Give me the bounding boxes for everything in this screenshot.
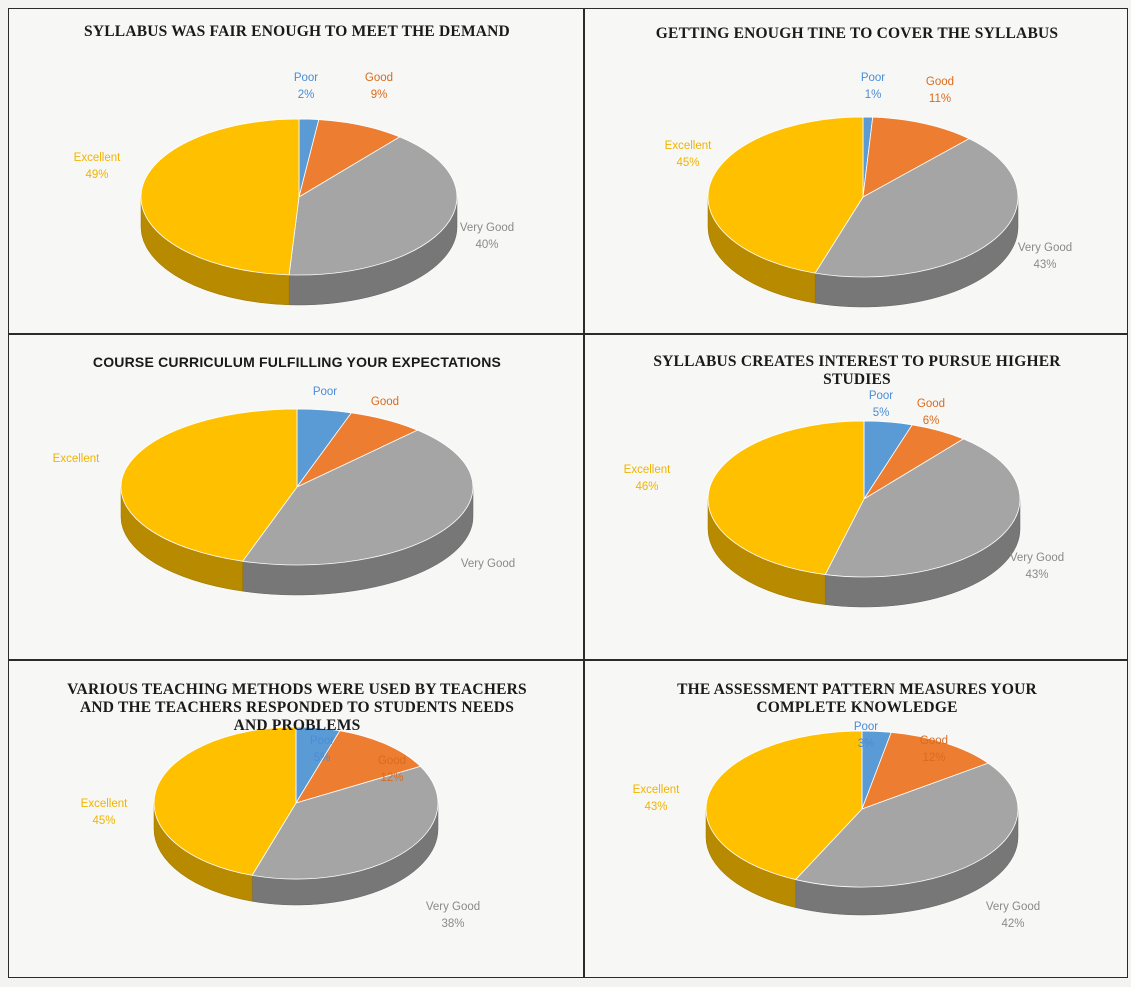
label-good-value: 12% — [922, 752, 945, 764]
pie-slice-excellent — [705, 730, 863, 881]
chart-title: VARIOUS TEACHING METHODS WERE USED BY TE… — [67, 681, 527, 734]
label-good-name: Good — [371, 396, 399, 408]
pie-chart-svg: Poor Good Very Good Excellent — [53, 386, 515, 596]
pie-slice-excellent — [140, 118, 300, 276]
label-excellent-value: 45% — [92, 815, 115, 827]
pie-slice-good — [862, 116, 970, 198]
chart-title: THE ASSESSMENT PATTERN MEASURES YOUR COM… — [677, 681, 1037, 716]
chart-panel-1: Poor 2% Good 9% Very Good 40% Excellent 49% SYLL… — [8, 8, 584, 334]
chart-panel-6: Poor 3% Good 12% Very Good 42% Excellent 43% THE… — [584, 660, 1128, 978]
pie-slice-excellent — [707, 116, 864, 274]
label-good-name: Good — [926, 76, 954, 88]
label-very-good-value: 43% — [1033, 259, 1056, 271]
label-poor-name: Poor — [861, 72, 885, 84]
pie-slice-very-good — [241, 429, 474, 566]
chart-title: SYLLABUS CREATES INTEREST TO PURSUE HIGH… — [653, 353, 1061, 388]
label-good-value: 9% — [371, 89, 388, 101]
chart-title: COURSE CURRICULUM FULFILLING YOUR EXPECT… — [92, 354, 502, 370]
label-poor-value: 5% — [873, 407, 890, 419]
label-poor-value: 5% — [314, 752, 331, 764]
chart-title: SYLLABUS WAS FAIR ENOUGH TO MEET THE DEM… — [84, 23, 510, 40]
chart-panel-5: Poor 5% Good 12% Very Good 38% Excellent 45% VAR… — [8, 660, 584, 978]
pie-slice-excellent — [153, 726, 297, 876]
label-excellent-value: 45% — [676, 157, 699, 169]
label-poor-name: Poor — [310, 735, 334, 747]
label-excellent-name: Excellent — [53, 453, 100, 465]
pie-slice-excellent — [120, 408, 298, 562]
chart-title: GETTING ENOUGH TINE TO COVER THE SYLLABU… — [655, 25, 1059, 42]
label-very-good-name: Very Good — [461, 558, 515, 570]
label-poor-value: 1% — [865, 89, 882, 101]
label-excellent-value: 46% — [635, 481, 658, 493]
pie-slice-very-good — [288, 136, 458, 276]
pie-slice-good — [295, 730, 422, 804]
label-good-name: Good — [378, 755, 406, 767]
label-good-name: Good — [917, 398, 945, 410]
label-good-value: 6% — [923, 415, 940, 427]
label-very-good-value: 38% — [441, 918, 464, 930]
chart-panel-4: Poor 5% Good 6% Very Good 43% Excellent 46% SYLL… — [584, 334, 1128, 660]
label-excellent-value: 43% — [644, 801, 667, 813]
pie-slice-very-good — [824, 438, 1021, 578]
pie-slice-very-good — [814, 138, 1019, 278]
label-excellent-name: Excellent — [74, 152, 121, 164]
pie-chart-svg: Poor 5% Good 6% Very Good 43% Excellent 46% — [624, 390, 1064, 608]
label-very-good-value: 42% — [1001, 918, 1024, 930]
label-very-good-value: 43% — [1025, 569, 1048, 581]
pie-slice-very-good — [251, 765, 439, 880]
chart-panel-3: Poor Good Very Good Excellent COURSE CURRICU… — [8, 334, 584, 660]
label-poor-name: Poor — [294, 72, 318, 84]
pie-slice-good — [861, 731, 990, 810]
pie-chart-svg: Poor 5% Good 12% Very Good 38% Excellent 45% — [81, 726, 480, 930]
label-excellent-name: Excellent — [624, 464, 671, 476]
label-excellent-name: Excellent — [81, 798, 128, 810]
label-excellent-name: Excellent — [665, 140, 712, 152]
label-very-good-value: 40% — [475, 239, 498, 251]
pie-slice-very-good — [794, 762, 1019, 888]
label-very-good-name: Very Good — [1018, 242, 1072, 254]
pie-slice-excellent — [707, 420, 865, 575]
pie-chart-svg: Poor 1% Good 11% Very Good 43% Excellent 45% — [665, 72, 1072, 308]
label-poor-value: 2% — [298, 89, 315, 101]
label-poor-value: 3% — [858, 738, 875, 750]
label-very-good-name: Very Good — [1010, 552, 1064, 564]
label-very-good-name: Very Good — [460, 222, 514, 234]
label-poor-name: Poor — [854, 721, 878, 733]
label-very-good-name: Very Good — [986, 901, 1040, 913]
label-poor-name: Poor — [869, 390, 893, 402]
label-excellent-value: 49% — [85, 169, 108, 181]
label-good-value: 12% — [380, 772, 403, 784]
pie-slice-good — [298, 119, 401, 198]
label-good-name: Good — [365, 72, 393, 84]
pie-chart-svg: Poor 2% Good 9% Very Good 40% Excellent 49% — [74, 72, 514, 306]
label-good-name: Good — [920, 735, 948, 747]
label-poor-name: Poor — [313, 386, 337, 398]
label-very-good-name: Very Good — [426, 901, 480, 913]
label-good-value: 11% — [929, 93, 951, 105]
chart-panel-2: Poor 1% Good 11% Very Good 43% Excellent 45% GET… — [584, 8, 1128, 334]
label-excellent-name: Excellent — [633, 784, 680, 796]
pie-chart-svg: Poor 3% Good 12% Very Good 42% Excellent 43% — [633, 721, 1041, 930]
